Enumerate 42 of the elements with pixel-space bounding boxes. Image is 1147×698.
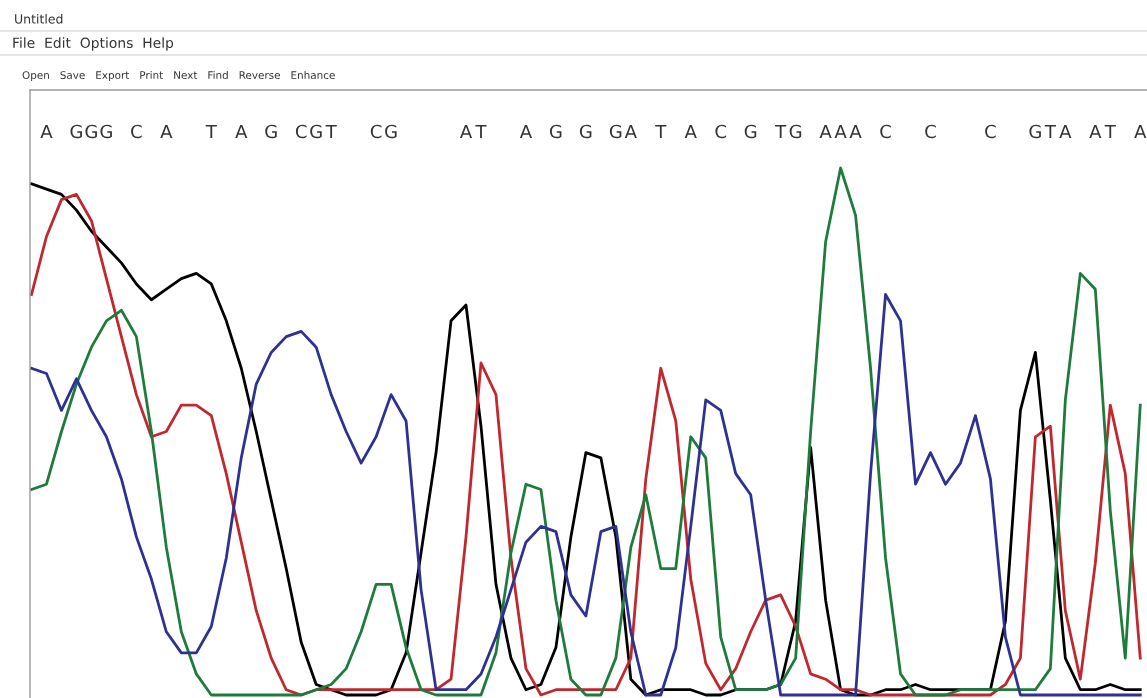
text: File Edit Options Help (13, 37, 174, 51)
x-tick-label: A (160, 124, 173, 139)
x-tick-label: T (1104, 124, 1116, 139)
x-tick-label: C (715, 124, 727, 139)
x-tick-label: G (85, 124, 97, 139)
x-tick-label: A (834, 124, 847, 139)
x-tick-label: C (131, 124, 142, 139)
x-tick-label: A (684, 124, 697, 139)
x-tick-label: T (655, 124, 667, 139)
text: Untitled (15, 13, 63, 24)
text: Open Save Export Print Next Find Reverse Enhance (22, 70, 335, 82)
x-tick-label: A (849, 124, 862, 139)
x-tick-label: T (325, 124, 337, 139)
x-tick-label: G (100, 124, 112, 139)
x-tick-label: G (265, 124, 277, 139)
x-tick-label: G (609, 124, 622, 139)
x-tick-label: T (775, 124, 787, 139)
x-tick-label: G (310, 124, 322, 139)
x-tick-label: A (624, 124, 637, 139)
x-tick-label: A (235, 124, 248, 139)
x-tick-label: G (70, 124, 82, 139)
x-tick-label: T (205, 124, 217, 139)
x-tick-label: C (295, 124, 307, 139)
x-tick-label: G (579, 124, 592, 139)
x-tick-label: C (370, 124, 382, 139)
x-tick-label: G (385, 124, 397, 139)
x-tick-label: C (985, 124, 996, 139)
x-tick-label: G (549, 124, 562, 139)
x-tick-label: A (1059, 124, 1072, 139)
x-tick-label: A (519, 124, 532, 139)
x-tick-label: G (744, 124, 757, 139)
x-tick-label: T (475, 124, 487, 139)
x-tick-label: C (925, 124, 936, 139)
x-tick-label: A (819, 124, 832, 139)
x-tick-label: G (789, 124, 802, 139)
x-tick-label: A (459, 124, 473, 139)
x-tick-label: A (1089, 124, 1102, 139)
x-tick-label: C (880, 124, 891, 139)
x-tick-label: A (40, 124, 53, 139)
x-tick-label: G (1029, 124, 1041, 139)
x-tick-label: T (1044, 124, 1056, 139)
x-tick-label: A (1134, 124, 1147, 139)
